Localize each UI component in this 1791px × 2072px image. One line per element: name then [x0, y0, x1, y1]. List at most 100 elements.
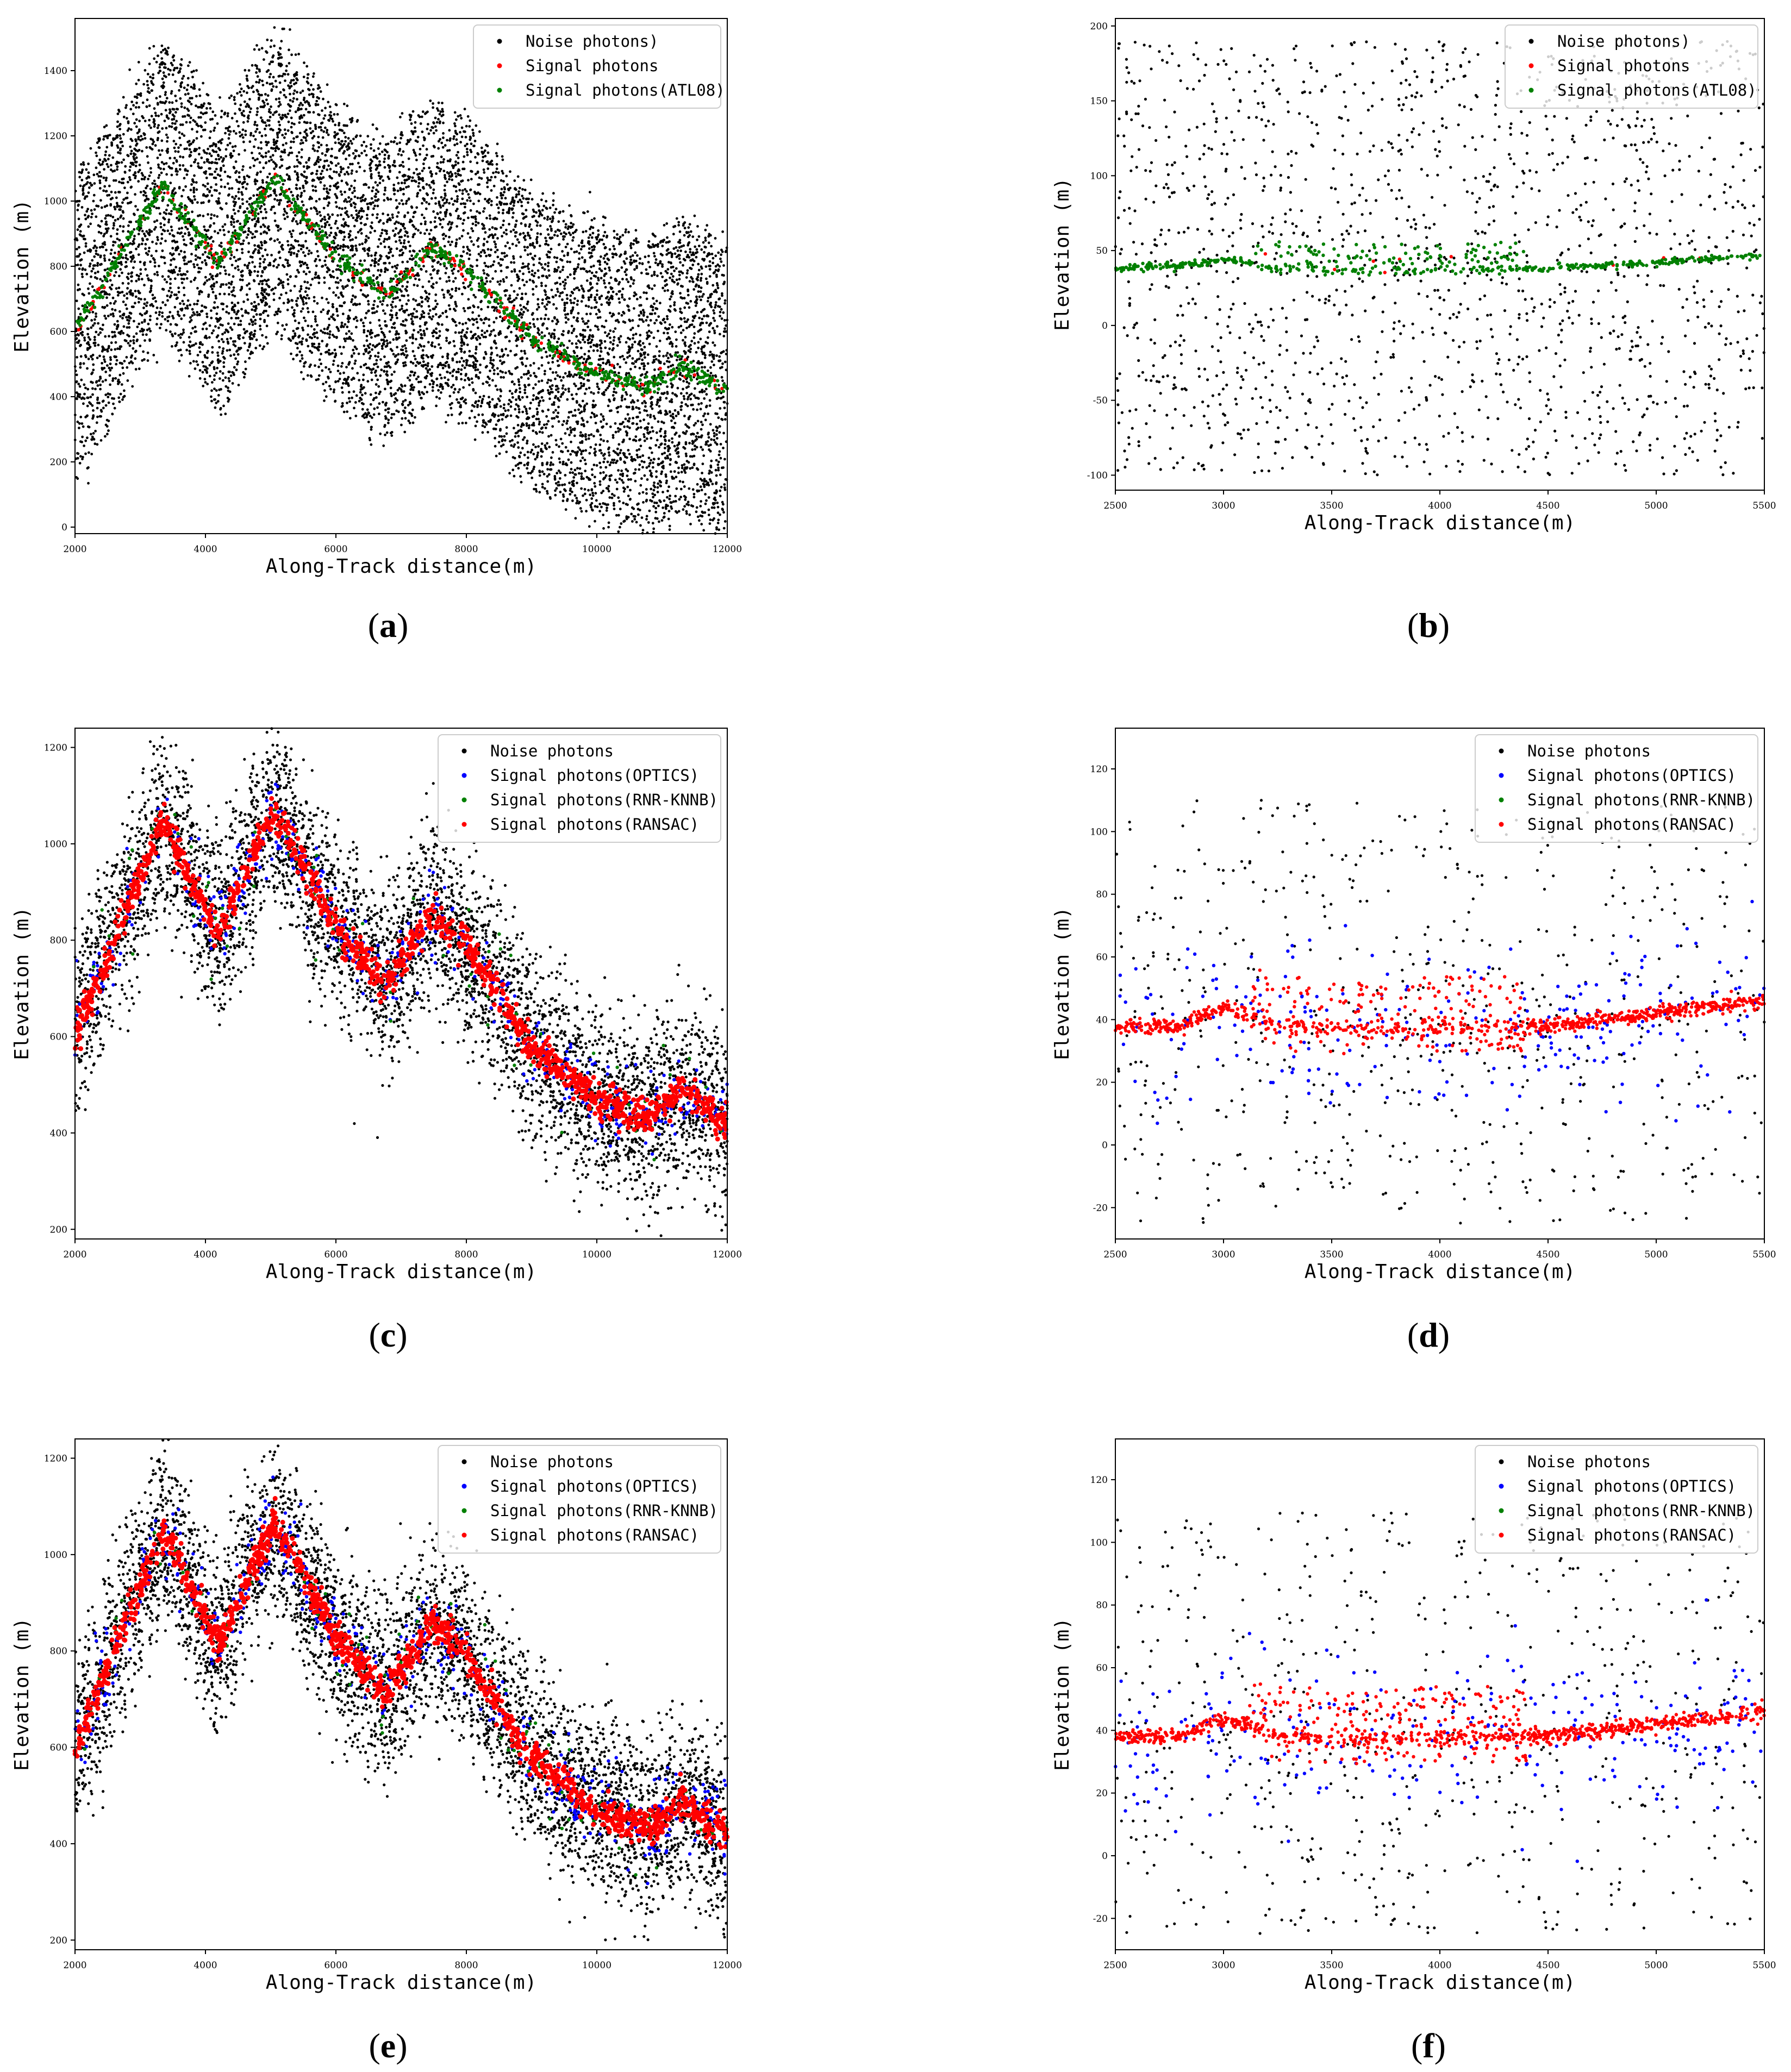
y-tick-label: 40	[1096, 1725, 1108, 1736]
y-tick-label: 600	[50, 1032, 67, 1043]
y-tick-label: 0	[1102, 1140, 1108, 1151]
legend-label: Signal photons(RNR-KNNB)	[490, 791, 718, 809]
y-tick-label: 400	[50, 392, 67, 403]
x-tick-label: 3500	[1320, 1960, 1343, 1971]
series-points	[1114, 240, 1762, 277]
panel-label-paren-close: )	[396, 2026, 407, 2065]
legend: Noise photons Signal photons(OPTICS) Signa…	[438, 734, 721, 843]
panel-label-paren-open: (	[1411, 2026, 1422, 2065]
series-noise-photons-	[1114, 40, 1765, 477]
y-tick-label: 800	[50, 935, 67, 946]
panel-label-paren-close: )	[1438, 606, 1450, 644]
legend-marker	[497, 39, 502, 44]
legend-marker	[1499, 773, 1504, 778]
y-axis-label: Elevation (m)	[11, 1618, 33, 1771]
series-points	[72, 796, 729, 1142]
legend-label: Signal photons(OPTICS)	[490, 1477, 699, 1495]
x-tick-label: 3000	[1212, 500, 1235, 511]
legend-label: Signal photons(RANSAC)	[1527, 1526, 1736, 1544]
series-points	[1114, 968, 1766, 1055]
legend-label: Noise photons)	[526, 32, 658, 51]
panel-label-paren-close: )	[1438, 1316, 1450, 1354]
series-points	[73, 26, 729, 535]
legend-marker	[461, 1483, 467, 1489]
legend-marker	[461, 1532, 467, 1538]
legend-box	[1475, 1445, 1758, 1554]
series-points	[1114, 1598, 1763, 1863]
y-tick-label: 120	[1090, 1475, 1108, 1486]
panel-label-paren-open: (	[369, 2026, 380, 2065]
x-tick-label: 5000	[1644, 1249, 1668, 1260]
legend-marker	[1499, 1483, 1504, 1489]
y-tick-label: 1200	[44, 742, 67, 753]
legend: Noise photons) Signal photons Signal photo…	[473, 24, 725, 109]
panel-label-paren-open: (	[369, 1316, 380, 1354]
legend-marker	[1499, 822, 1504, 827]
y-tick-label: 1000	[44, 1550, 67, 1561]
y-tick-label: 150	[1090, 96, 1108, 107]
y-axis-label: Elevation (m)	[11, 907, 33, 1060]
legend-label: Noise photons	[1527, 1453, 1651, 1471]
legend-box	[438, 734, 721, 843]
y-tick-label: 50	[1096, 246, 1108, 256]
x-tick-label: 8000	[454, 1960, 478, 1971]
legend-box	[1475, 734, 1758, 843]
axes-frame	[74, 728, 728, 1240]
x-tick-label: 2500	[1103, 500, 1127, 511]
series-points	[1118, 899, 1766, 1125]
y-tick-label: 200	[50, 457, 67, 468]
panel-label-letter: c	[380, 1316, 396, 1354]
x-tick-label: 4500	[1536, 1249, 1559, 1260]
y-tick-label: 0	[1102, 1851, 1108, 1862]
legend-box	[1505, 24, 1758, 109]
series-signal-photons-optics-	[1118, 899, 1766, 1125]
panel-label-paren-open: (	[1407, 1316, 1419, 1354]
series-signal-photons-ransac-	[1114, 968, 1766, 1055]
panel-label-letter: a	[379, 606, 397, 644]
panel-label-d: (d)	[1407, 1316, 1450, 1354]
y-axis-label: Elevation (m)	[1051, 907, 1074, 1060]
x-tick-label: 4000	[194, 1249, 217, 1260]
y-axis-label: Elevation (m)	[11, 199, 33, 353]
panel-label-paren-close: )	[396, 1316, 407, 1354]
x-tick-label: 4000	[1428, 500, 1451, 511]
x-tick-label: 10000	[582, 1249, 611, 1260]
legend-label: Signal photons(OPTICS)	[1527, 766, 1736, 785]
x-tick-label: 10000	[582, 544, 611, 555]
y-tick-label: 600	[50, 327, 67, 337]
x-tick-label: 5500	[1752, 1249, 1776, 1260]
x-tick-label: 3000	[1212, 1249, 1235, 1260]
legend-label: Noise photons)	[1557, 32, 1690, 51]
series-noise-photons-	[73, 26, 729, 535]
legend-label: Signal photons(RNR-KNNB)	[1527, 791, 1755, 809]
x-tick-label: 8000	[454, 544, 478, 555]
series-signal-photons-ransac-	[72, 1496, 730, 1850]
x-tick-label: 2500	[1103, 1249, 1127, 1260]
series-points	[75, 174, 729, 396]
x-tick-label: 6000	[324, 544, 347, 555]
legend: Noise photons Signal photons(OPTICS) Signa…	[1475, 1445, 1758, 1554]
y-tick-label: -20	[1093, 1913, 1108, 1924]
series-signal-photons-optics-	[1114, 1598, 1763, 1863]
panel-label-letter: d	[1419, 1316, 1438, 1354]
legend-label: Signal photons	[1557, 57, 1690, 75]
x-axis-label: Along-Track distance(m)	[1305, 512, 1576, 534]
x-tick-label: 5500	[1752, 1960, 1776, 1971]
y-tick-label: 100	[1090, 171, 1108, 181]
y-tick-label: 80	[1096, 890, 1108, 900]
y-axis-label: Elevation (m)	[1051, 1618, 1074, 1771]
legend-label: Signal photons	[526, 57, 658, 75]
panel-label-letter: e	[380, 2026, 396, 2065]
x-tick-label: 4500	[1536, 1960, 1559, 1971]
x-tick-label: 2000	[63, 544, 86, 555]
x-tick-label: 2000	[63, 1249, 86, 1260]
x-tick-label: 4000	[194, 1960, 217, 1971]
y-tick-label: 40	[1096, 1015, 1108, 1025]
x-tick-label: 4000	[1428, 1960, 1451, 1971]
y-tick-label: 800	[50, 261, 67, 272]
legend-marker	[461, 822, 467, 827]
series-points	[72, 1496, 730, 1850]
legend-marker	[1528, 87, 1534, 93]
series-points	[1114, 1682, 1766, 1766]
panel-label-b: (b)	[1407, 606, 1450, 644]
